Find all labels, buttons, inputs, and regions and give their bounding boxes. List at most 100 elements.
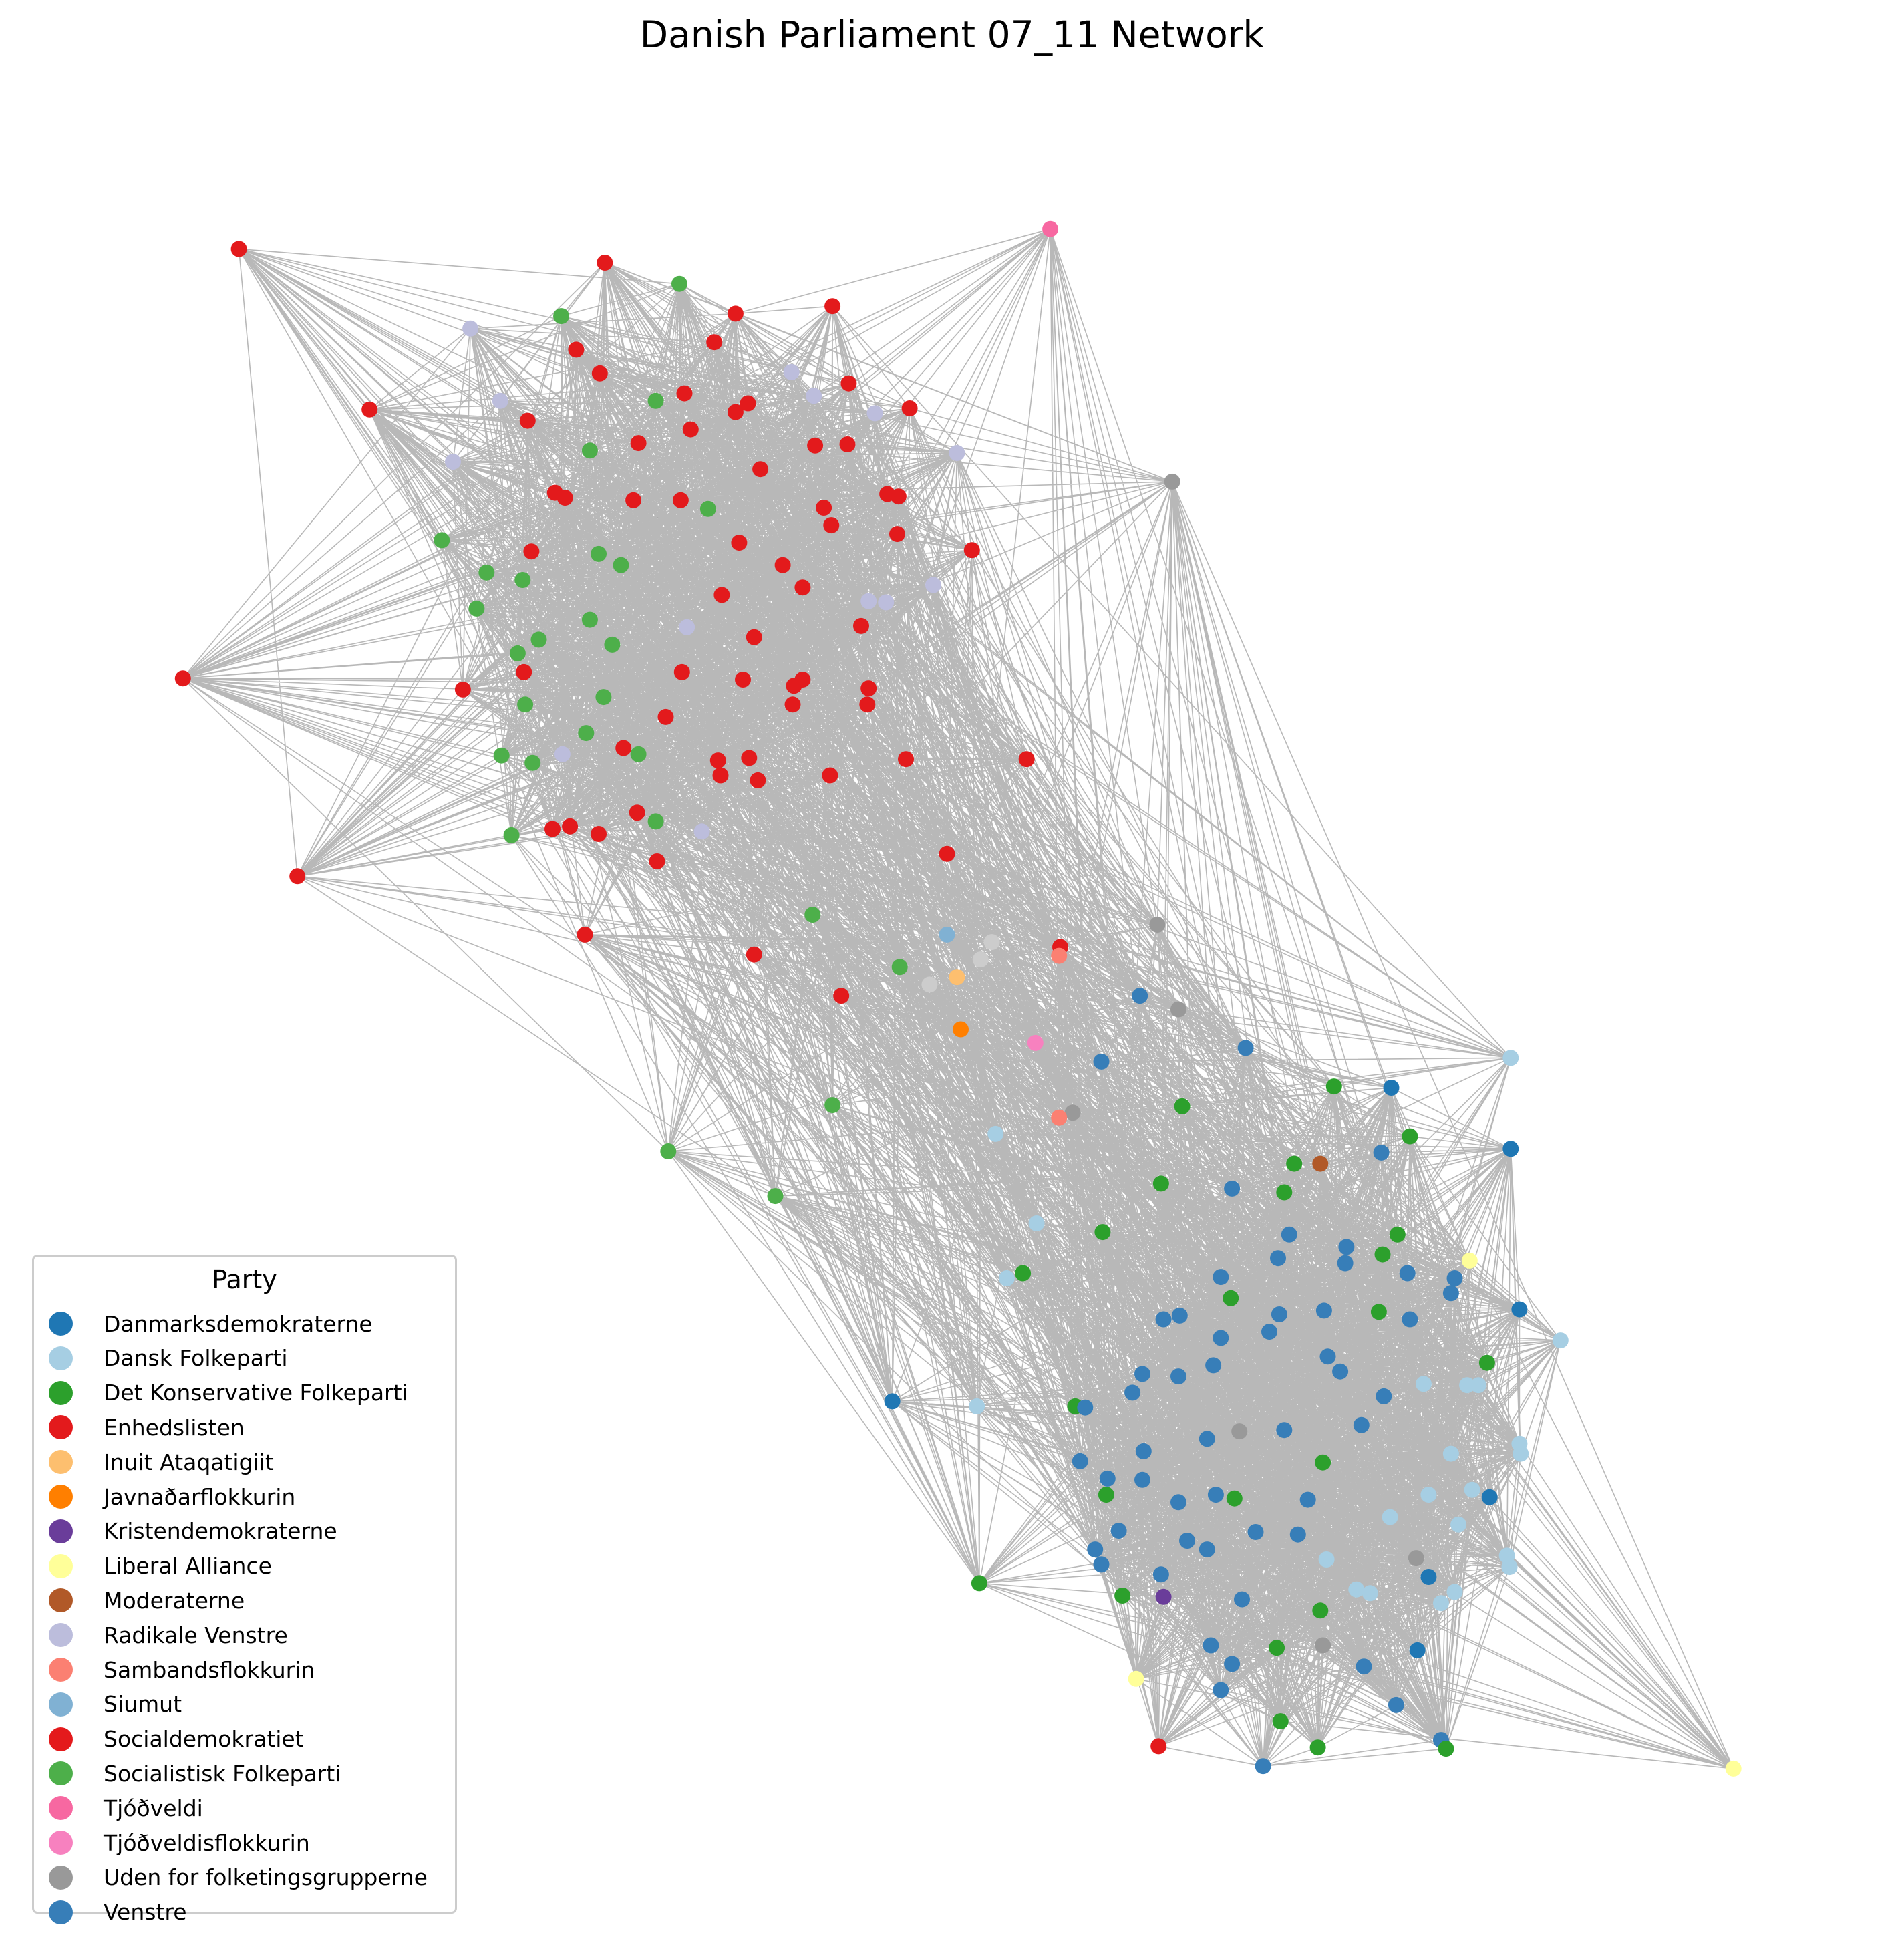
network-node (1152, 1175, 1169, 1192)
legend-marker (49, 1761, 73, 1786)
legend-marker (49, 1623, 73, 1648)
network-node (1420, 1487, 1437, 1503)
network-node (969, 1398, 985, 1414)
network-node (1072, 1453, 1088, 1469)
network-node (1315, 1454, 1331, 1471)
network-node (1093, 1053, 1110, 1070)
network-node (1388, 1696, 1404, 1713)
network-node (230, 241, 247, 257)
network-node (1179, 1533, 1195, 1549)
network-node (853, 617, 869, 634)
network-node (1261, 1324, 1277, 1340)
network-node (1234, 1591, 1250, 1608)
network-node (1725, 1760, 1742, 1777)
network-node (1338, 1239, 1355, 1255)
network-node (949, 969, 965, 986)
legend-marker (49, 1553, 73, 1578)
network-node (578, 725, 595, 742)
legend-label: Danmarksdemokraterne (104, 1310, 373, 1337)
network-node (1348, 1581, 1365, 1598)
network-node (1150, 1738, 1167, 1755)
network-node (625, 492, 642, 508)
network-node (478, 564, 495, 581)
network-node (553, 308, 570, 325)
network-node (746, 629, 762, 645)
legend-label: Uden for folketingsgrupperne (104, 1864, 428, 1891)
network-node (604, 636, 621, 653)
network-node (660, 1143, 677, 1159)
legend-item: Venstre (49, 1896, 187, 1929)
network-node (1502, 1141, 1519, 1157)
legend-label: Socialdemokratiet (104, 1726, 304, 1753)
network-node (1356, 1658, 1372, 1675)
legend-label: Siumut (104, 1691, 182, 1718)
network-node (676, 385, 693, 402)
network-node (1376, 1388, 1392, 1404)
legend-item: Sambandsflokkurin (49, 1653, 315, 1686)
network-node (693, 823, 710, 840)
network-node (971, 1575, 987, 1592)
network-node (921, 976, 938, 993)
network-node (1450, 1516, 1467, 1533)
legend-item: Uden for folketingsgrupperne (49, 1861, 428, 1894)
network-node (557, 490, 573, 506)
network-node (1135, 1443, 1152, 1459)
network-node (1276, 1184, 1293, 1201)
legend-marker (49, 1380, 73, 1405)
network-node (860, 593, 877, 609)
network-node (1353, 1416, 1370, 1433)
network-node (1464, 1481, 1480, 1498)
network-node (1128, 1670, 1144, 1687)
network-node (1271, 1306, 1287, 1322)
network-node (1064, 1104, 1081, 1121)
network-node (1170, 1368, 1186, 1385)
network-node (1042, 220, 1059, 237)
network-node (1134, 1366, 1150, 1382)
network-node (1325, 1078, 1342, 1095)
network-node (786, 678, 802, 694)
network-node (806, 388, 822, 404)
network-node (1226, 1490, 1243, 1507)
network-node (1223, 1290, 1239, 1306)
network-node (1276, 1422, 1293, 1439)
network-node (1442, 1285, 1459, 1302)
legend-marker (49, 1450, 73, 1475)
network-node (1255, 1758, 1271, 1775)
legend-marker (49, 1415, 73, 1440)
network-node (709, 752, 726, 769)
legend-item: Enhedslisten (49, 1410, 245, 1444)
network-node (939, 845, 955, 862)
network-node (1446, 1270, 1463, 1286)
network-node (712, 767, 729, 784)
nodes-layer (174, 220, 1742, 1777)
network-node (983, 934, 1000, 951)
network-node (1362, 1585, 1378, 1602)
legend-marker (49, 1900, 73, 1924)
network-node (824, 298, 841, 315)
network-node (1315, 1637, 1331, 1654)
network-node (629, 804, 645, 821)
network-node (1312, 1602, 1329, 1619)
network-node (1438, 1741, 1454, 1757)
network-node (741, 750, 758, 766)
legend-label: Dansk Folkeparti (104, 1345, 288, 1372)
network-node (577, 926, 593, 943)
network-node (1203, 1637, 1219, 1654)
legend-marker (49, 1312, 73, 1336)
chart-title: Danish Parliament 07_11 Network (639, 13, 1265, 56)
network-node (1552, 1332, 1569, 1349)
network-node (1289, 1526, 1306, 1543)
network-node (1446, 1584, 1463, 1600)
network-node (987, 1125, 1004, 1142)
network-node (1077, 1399, 1094, 1416)
network-node (1502, 1050, 1519, 1066)
network-node (1281, 1226, 1297, 1243)
network-node (682, 421, 699, 438)
network-node (859, 696, 876, 713)
network-node (939, 926, 955, 943)
network-node (1051, 947, 1068, 964)
network-node (794, 579, 811, 596)
network-node (1110, 1523, 1127, 1539)
network-node (673, 663, 690, 680)
network-node (1170, 1494, 1186, 1511)
